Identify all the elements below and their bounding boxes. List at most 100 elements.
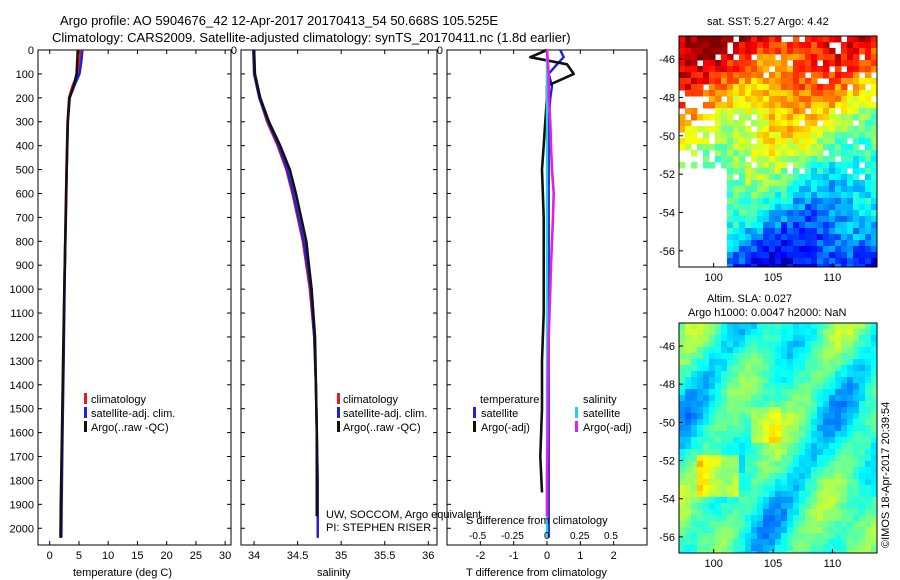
heatmap-cell [769,252,776,259]
heatmap-cell [715,84,722,91]
heatmap-cell [691,323,698,330]
heatmap-cell [835,365,842,372]
heatmap-cell [703,162,710,169]
heatmap-cell [793,264,800,267]
heatmap-cell [757,258,764,265]
heatmap-cell [679,491,686,498]
heatmap-cell [799,252,806,259]
heatmap-cell [709,539,716,546]
heatmap-cell [799,527,806,534]
heatmap-cell [841,413,848,420]
heatmap-cell [739,389,746,396]
heatmap-cell [811,174,818,181]
heatmap-cell [841,114,848,121]
heatmap-cell [733,497,740,504]
heatmap-cell [775,335,782,342]
heatmap-cell [859,491,866,498]
heatmap-cell [781,389,788,396]
heatmap-cell [745,192,752,199]
heatmap-cell [859,198,866,205]
heatmap-cell [835,467,842,474]
heatmap-cell [871,383,877,390]
heatmap-cell [799,383,806,390]
heatmap-cell [865,467,872,474]
heatmap-cell [769,377,776,384]
y-tick-label: 700 [16,212,34,224]
heatmap-cell [709,461,716,468]
heatmap-cell [823,437,830,444]
heatmap-cell [691,42,698,49]
heatmap-cell [799,228,806,235]
heatmap-cell [769,389,776,396]
heatmap-cell [739,144,746,151]
x-tick-label: 2 [611,550,617,562]
heatmap-cell [823,359,830,366]
heatmap-cell [811,551,818,553]
heatmap-cell [763,467,770,474]
heatmap-cell [769,449,776,456]
temperature-panel: 0100200300400500600700800900100011001200… [10,45,232,579]
heatmap-cell [781,527,788,534]
heatmap-cell [811,48,818,55]
heatmap-cell [847,545,854,552]
heatmap-cell [847,252,854,259]
heatmap-cell [811,168,818,175]
heatmap-cell [691,383,698,390]
heatmap-cell [847,419,854,426]
heatmap-cell [847,389,854,396]
heatmap-cell [709,431,716,438]
heatmap-cell [799,437,806,444]
heatmap-cell [733,72,740,79]
heatmap-cell [775,395,782,402]
heatmap-cell [697,431,704,438]
heatmap-cell [763,527,770,534]
heatmap-cell [835,150,842,157]
heatmap-cell [769,234,776,241]
heatmap-cell [727,353,734,360]
heatmap-cell [679,437,686,444]
heatmap-cell [703,485,710,492]
heatmap-cell [805,78,812,85]
heatmap-cell [781,228,788,235]
heatmap-cell [835,431,842,438]
heatmap-cell [715,353,722,360]
heatmap-cell [679,359,686,366]
heatmap-cell [805,240,812,247]
heatmap-cell [841,144,848,151]
heatmap-cell [805,150,812,157]
heatmap-cell [823,335,830,342]
heatmap-cell [715,48,722,55]
heatmap-cell [799,515,806,522]
heatmap-cell [859,449,866,456]
heatmap-cell [769,509,776,516]
heatmap-cell [829,389,836,396]
heatmap-cell [865,407,872,414]
s-tick-label: -0.25 [501,531,524,542]
heatmap-cell [835,60,842,67]
heatmap-cell [775,545,782,552]
heatmap-cell [703,156,710,163]
heatmap-cell [841,90,848,97]
legend-swatch-argo [337,421,340,432]
heatmap-cell [781,491,788,498]
heatmap-cell [715,341,722,348]
heatmap-cell [697,443,704,450]
heatmap-cell [781,533,788,540]
heatmap-cell [715,425,722,432]
heatmap-cell [835,210,842,217]
heatmap-cell [679,449,686,456]
heatmap-cell [757,371,764,378]
heatmap-cell [859,60,866,67]
heatmap-cell [865,186,872,193]
heatmap-cell [757,359,764,366]
heatmap-cell [763,42,770,49]
heatmap-cell [715,431,722,438]
heatmap-cell [799,114,806,121]
heatmap-cell [817,264,824,267]
heatmap-cell [805,60,812,67]
heatmap-cell [703,90,710,97]
heatmap-cell [865,515,872,522]
heatmap-cell [835,329,842,336]
heatmap-cell [733,240,740,247]
heatmap-cell [745,246,752,253]
